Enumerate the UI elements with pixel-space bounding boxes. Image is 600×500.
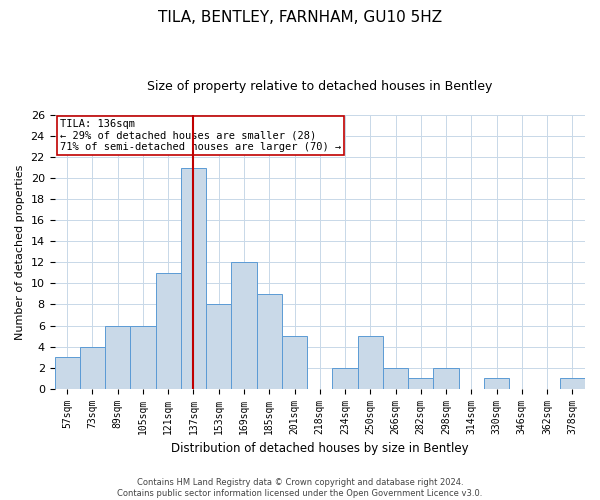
Bar [408, 378, 433, 388]
Bar [257, 294, 282, 388]
Bar [155, 273, 181, 388]
Bar [358, 336, 383, 388]
Bar [206, 304, 232, 388]
X-axis label: Distribution of detached houses by size in Bentley: Distribution of detached houses by size … [171, 442, 469, 455]
Bar [105, 326, 130, 388]
Bar [181, 168, 206, 388]
Bar [332, 368, 358, 388]
Bar [433, 368, 458, 388]
Bar [130, 326, 155, 388]
Text: TILA, BENTLEY, FARNHAM, GU10 5HZ: TILA, BENTLEY, FARNHAM, GU10 5HZ [158, 10, 442, 25]
Bar [484, 378, 509, 388]
Bar [282, 336, 307, 388]
Text: Contains HM Land Registry data © Crown copyright and database right 2024.
Contai: Contains HM Land Registry data © Crown c… [118, 478, 482, 498]
Bar [383, 368, 408, 388]
Y-axis label: Number of detached properties: Number of detached properties [15, 164, 25, 340]
Bar [560, 378, 585, 388]
Bar [55, 357, 80, 388]
Text: TILA: 136sqm
← 29% of detached houses are smaller (28)
71% of semi-detached hous: TILA: 136sqm ← 29% of detached houses ar… [60, 119, 341, 152]
Bar [232, 262, 257, 388]
Bar [80, 346, 105, 389]
Title: Size of property relative to detached houses in Bentley: Size of property relative to detached ho… [147, 80, 493, 93]
